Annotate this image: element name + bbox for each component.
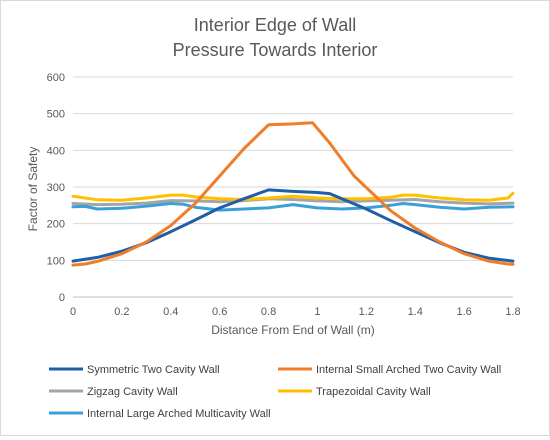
x-tick-label: 1.8 bbox=[505, 306, 520, 318]
series-line-2 bbox=[71, 197, 515, 207]
gridlines bbox=[73, 76, 513, 298]
legend: Symmetric Two Cavity Wall Internal Small … bbox=[49, 364, 501, 420]
y-tick-label: 600 bbox=[47, 72, 65, 84]
series-line-4 bbox=[71, 202, 515, 212]
y-tick-label: 500 bbox=[47, 109, 65, 121]
x-tick-label: 0.8 bbox=[261, 306, 276, 318]
x-tick-label: 1.4 bbox=[408, 306, 423, 318]
legend-label: Internal Small Arched Two Cavity Wall bbox=[316, 364, 501, 376]
series-line-1 bbox=[71, 121, 515, 267]
x-tick-label: 1 bbox=[314, 306, 320, 318]
x-tick-label: 1.6 bbox=[456, 306, 471, 318]
y-tick-label: 100 bbox=[47, 255, 65, 267]
legend-label: Symmetric Two Cavity Wall bbox=[87, 364, 220, 376]
y-axis-ticks: 0 100 200 300 400 500 600 bbox=[47, 72, 65, 304]
y-tick-label: 300 bbox=[47, 182, 65, 194]
y-tick-label: 0 bbox=[59, 292, 65, 304]
y-tick-label: 400 bbox=[47, 145, 65, 157]
x-tick-label: 1.2 bbox=[359, 306, 374, 318]
x-tick-label: 0.2 bbox=[114, 306, 129, 318]
series-lines bbox=[71, 121, 515, 267]
y-axis-label: Factor of Safety bbox=[26, 147, 40, 232]
x-tick-label: 0.4 bbox=[163, 306, 178, 318]
legend-label: Zigzag Cavity Wall bbox=[87, 386, 178, 398]
series-line-3 bbox=[71, 191, 515, 202]
x-tick-label: 0 bbox=[70, 306, 76, 318]
chart-title-line-2: Pressure Towards Interior bbox=[173, 40, 378, 60]
chart-title-line-1: Interior Edge of Wall bbox=[194, 15, 356, 35]
y-tick-label: 200 bbox=[47, 219, 65, 231]
x-tick-label: 0.6 bbox=[212, 306, 227, 318]
x-axis-label: Distance From End of Wall (m) bbox=[211, 323, 375, 337]
legend-label: Internal Large Arched Multicavity Wall bbox=[87, 408, 271, 420]
legend-label: Trapezoidal Cavity Wall bbox=[316, 386, 431, 398]
x-axis-ticks: 0 0.2 0.4 0.6 0.8 1 1.2 1.4 1.6 1.8 bbox=[70, 306, 521, 318]
